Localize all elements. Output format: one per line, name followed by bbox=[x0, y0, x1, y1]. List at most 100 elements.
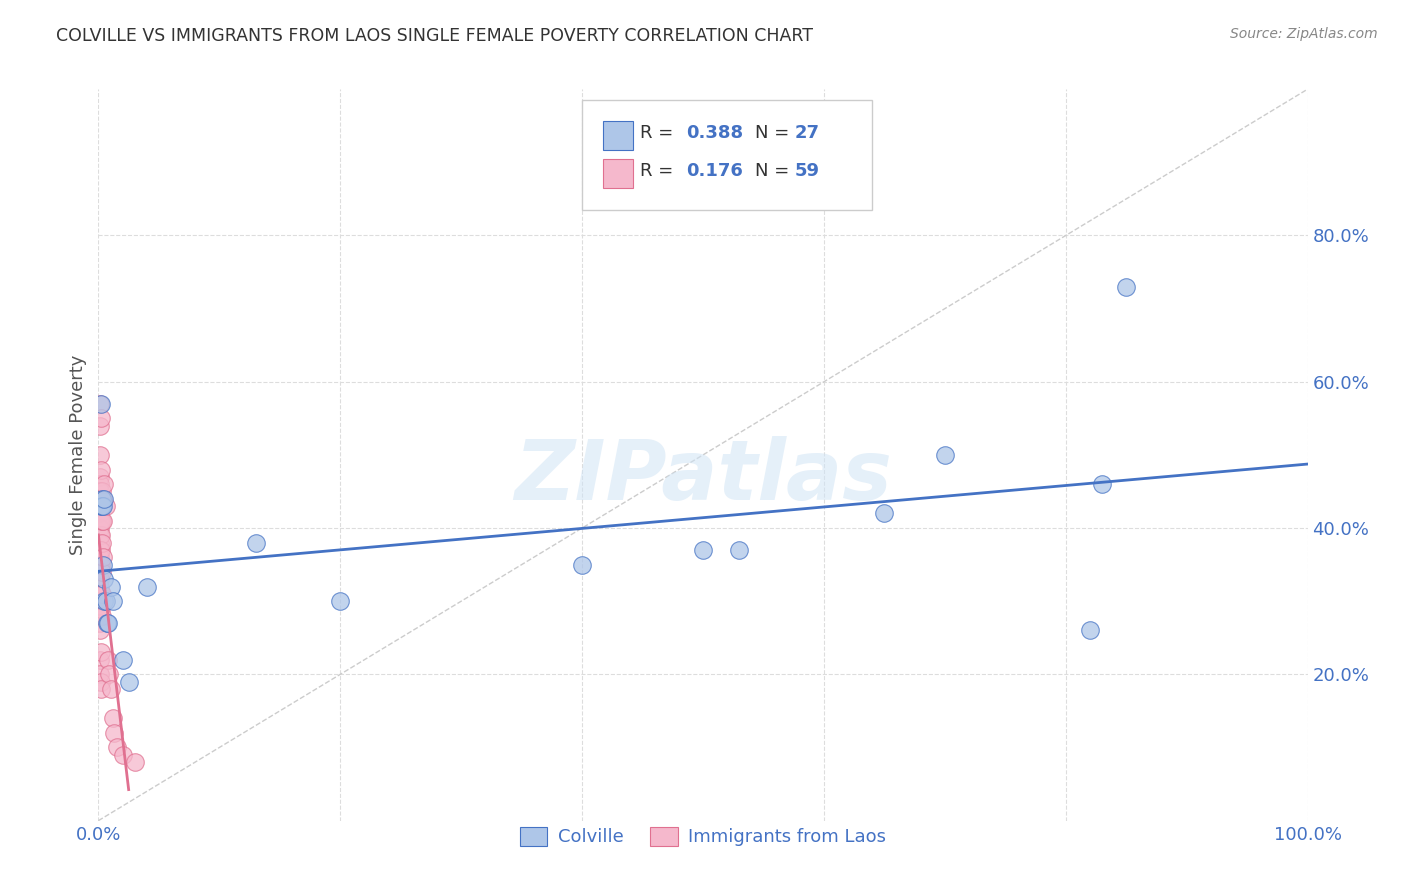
Text: 59: 59 bbox=[794, 162, 820, 180]
Point bbox=[89, 535, 111, 549]
Point bbox=[91, 491, 114, 506]
Point bbox=[93, 477, 115, 491]
FancyBboxPatch shape bbox=[582, 100, 872, 210]
Point bbox=[90, 462, 112, 476]
Point bbox=[90, 543, 112, 558]
Point bbox=[100, 681, 122, 696]
Point bbox=[111, 653, 134, 667]
Point bbox=[100, 580, 122, 594]
Point bbox=[90, 397, 112, 411]
Point bbox=[101, 594, 124, 608]
Point bbox=[90, 681, 112, 696]
Point bbox=[89, 616, 111, 631]
Point bbox=[89, 470, 111, 484]
Text: 0.388: 0.388 bbox=[686, 124, 744, 142]
Point bbox=[91, 484, 114, 499]
Point bbox=[93, 594, 115, 608]
Point bbox=[89, 514, 111, 528]
Point bbox=[89, 499, 111, 513]
Point bbox=[934, 448, 956, 462]
Point bbox=[873, 507, 896, 521]
Point bbox=[90, 601, 112, 615]
Point bbox=[124, 755, 146, 769]
Point bbox=[91, 514, 114, 528]
Point bbox=[111, 747, 134, 762]
Point bbox=[105, 740, 128, 755]
Point bbox=[89, 550, 111, 565]
Point bbox=[94, 499, 117, 513]
Point bbox=[91, 535, 114, 549]
Point bbox=[89, 397, 111, 411]
Point bbox=[97, 616, 120, 631]
Point bbox=[245, 535, 267, 549]
Point bbox=[93, 491, 115, 506]
Point bbox=[89, 558, 111, 572]
Point bbox=[94, 594, 117, 608]
Point bbox=[89, 507, 111, 521]
Text: R =: R = bbox=[640, 124, 679, 142]
Point bbox=[89, 521, 111, 535]
Point bbox=[90, 499, 112, 513]
Point bbox=[91, 550, 114, 565]
Text: R =: R = bbox=[640, 162, 685, 180]
Text: N =: N = bbox=[755, 124, 794, 142]
Point bbox=[101, 711, 124, 725]
Point bbox=[89, 484, 111, 499]
Point bbox=[91, 514, 114, 528]
Point bbox=[91, 491, 114, 506]
Point bbox=[90, 514, 112, 528]
Point bbox=[89, 477, 111, 491]
Point bbox=[91, 587, 114, 601]
Point bbox=[89, 601, 111, 615]
Point bbox=[89, 624, 111, 638]
Point bbox=[91, 499, 114, 513]
Point bbox=[91, 608, 114, 623]
Legend: Colville, Immigrants from Laos: Colville, Immigrants from Laos bbox=[510, 818, 896, 855]
Point bbox=[89, 580, 111, 594]
Point bbox=[1115, 279, 1137, 293]
Point bbox=[89, 528, 111, 542]
Point bbox=[91, 558, 114, 572]
Point bbox=[89, 667, 111, 681]
Point bbox=[90, 411, 112, 425]
Y-axis label: Single Female Poverty: Single Female Poverty bbox=[69, 355, 87, 555]
Point bbox=[89, 587, 111, 601]
FancyBboxPatch shape bbox=[603, 159, 633, 188]
Point bbox=[89, 608, 111, 623]
Point bbox=[90, 645, 112, 659]
Point bbox=[89, 565, 111, 579]
Point bbox=[98, 667, 121, 681]
Text: ZIPatlas: ZIPatlas bbox=[515, 436, 891, 517]
Point bbox=[96, 616, 118, 631]
Point bbox=[329, 594, 352, 608]
Point bbox=[90, 558, 112, 572]
Text: N =: N = bbox=[755, 162, 794, 180]
Point bbox=[91, 565, 114, 579]
Point bbox=[118, 674, 141, 689]
Point bbox=[571, 558, 593, 572]
Text: 0.176: 0.176 bbox=[686, 162, 742, 180]
Point bbox=[1091, 477, 1114, 491]
Point bbox=[89, 572, 111, 586]
Point bbox=[1078, 624, 1101, 638]
Point bbox=[728, 543, 751, 558]
Text: COLVILLE VS IMMIGRANTS FROM LAOS SINGLE FEMALE POVERTY CORRELATION CHART: COLVILLE VS IMMIGRANTS FROM LAOS SINGLE … bbox=[56, 27, 813, 45]
Point bbox=[90, 528, 112, 542]
Point bbox=[91, 491, 114, 506]
Point bbox=[90, 491, 112, 506]
FancyBboxPatch shape bbox=[603, 120, 633, 150]
Point bbox=[90, 499, 112, 513]
Point bbox=[90, 674, 112, 689]
Text: Source: ZipAtlas.com: Source: ZipAtlas.com bbox=[1230, 27, 1378, 41]
Point bbox=[91, 499, 114, 513]
Point bbox=[89, 543, 111, 558]
Point bbox=[93, 572, 115, 586]
Point bbox=[692, 543, 714, 558]
Point bbox=[97, 653, 120, 667]
Point bbox=[103, 726, 125, 740]
Point bbox=[135, 580, 157, 594]
Point bbox=[89, 653, 111, 667]
Point bbox=[89, 594, 111, 608]
Point bbox=[89, 418, 111, 433]
Point bbox=[90, 587, 112, 601]
